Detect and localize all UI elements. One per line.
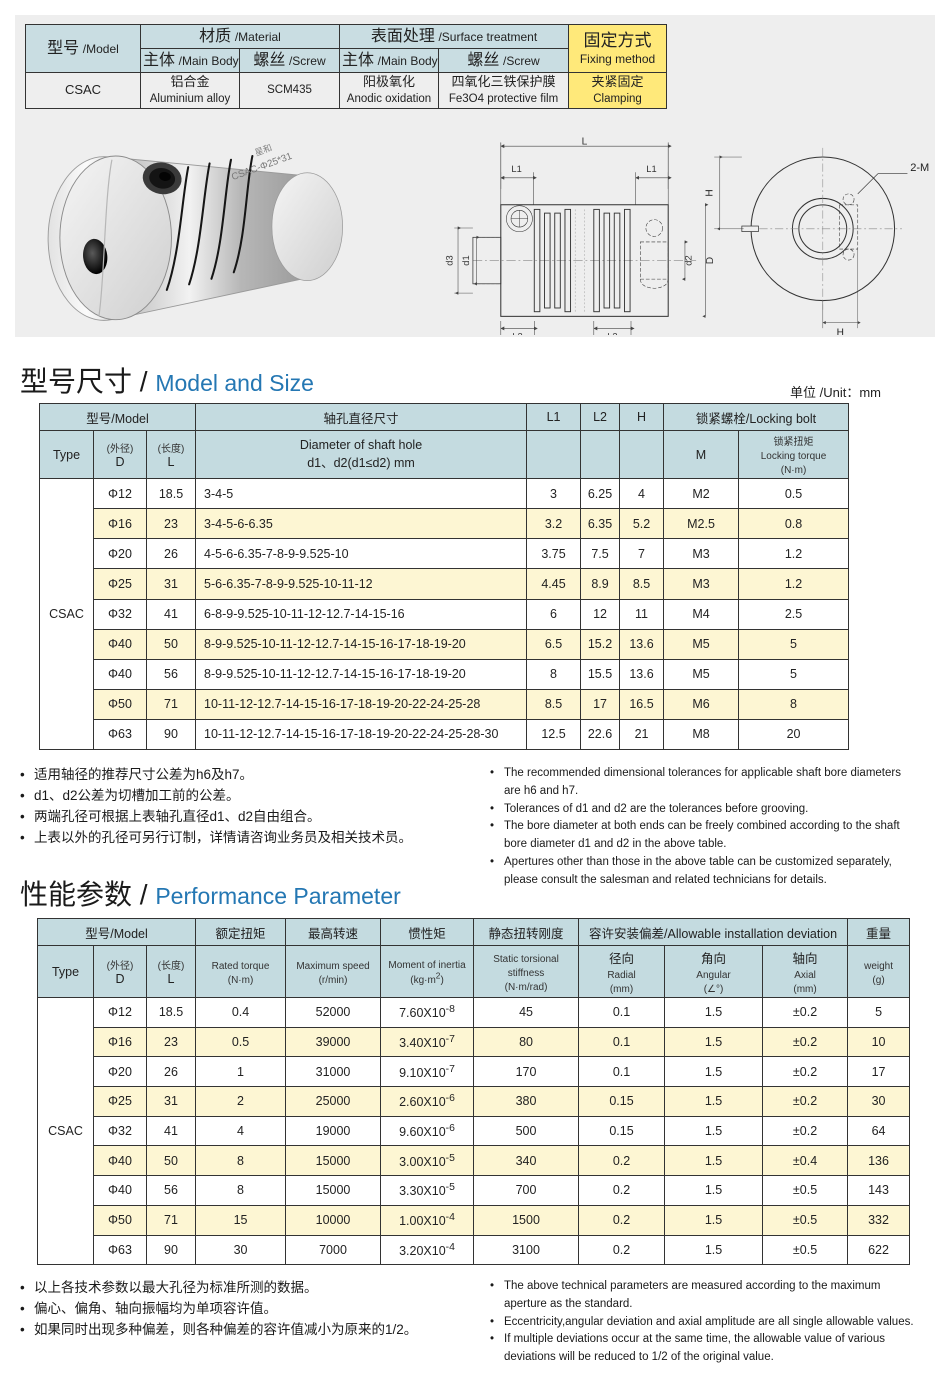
svg-text:d3: d3 [445, 255, 455, 266]
svg-text:L1: L1 [646, 165, 657, 175]
svg-text:L1: L1 [511, 165, 522, 175]
svg-text:L2: L2 [512, 332, 523, 335]
svg-text:H: H [704, 189, 715, 196]
svg-text:H: H [837, 328, 844, 335]
svg-text:2-M: 2-M [910, 162, 929, 174]
svg-text:星和: 星和 [253, 142, 273, 157]
svg-text:L2: L2 [607, 332, 618, 335]
svg-text:L: L [582, 136, 588, 147]
svg-text:d2: d2 [684, 255, 694, 266]
svg-text:D: D [704, 257, 715, 264]
svg-text:d1: d1 [462, 255, 472, 266]
